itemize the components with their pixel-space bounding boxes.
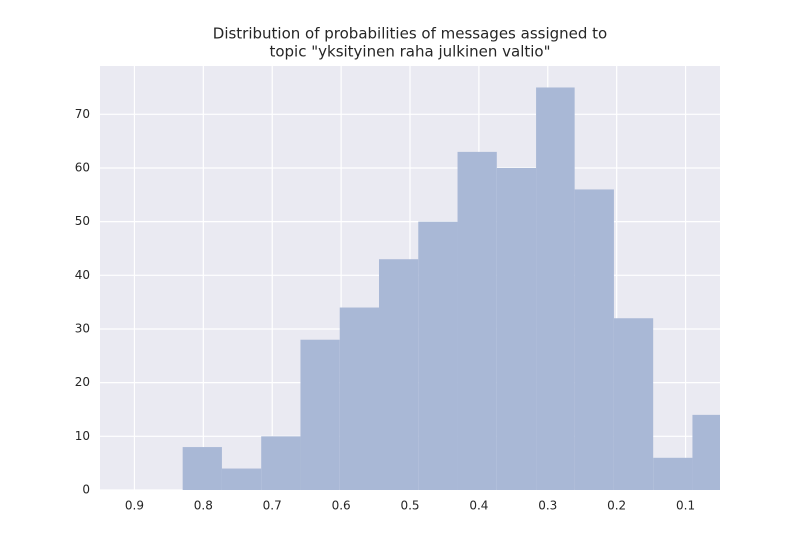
bar: [339, 307, 379, 490]
bar: [574, 189, 614, 490]
bar: [692, 414, 720, 490]
x-tick-label: 0.9: [125, 499, 144, 513]
bar: [457, 151, 497, 490]
x-tick-label: 0.2: [607, 499, 626, 513]
bar: [379, 259, 419, 490]
y-tick-label: 70: [75, 107, 90, 121]
y-tick-label: 40: [75, 268, 90, 282]
bar: [613, 318, 654, 490]
x-tick-label: 0.3: [538, 499, 557, 513]
y-tick-label: 20: [75, 375, 90, 389]
chart-title: Distribution of probabilities of message…: [213, 25, 607, 43]
x-tick-label: 0.6: [332, 499, 351, 513]
y-tick-label: 10: [75, 429, 90, 443]
chart-title: topic "yksityinen raha julkinen valtio": [269, 43, 550, 61]
x-tick-label: 0.4: [469, 499, 488, 513]
bar: [221, 468, 262, 490]
bar: [261, 436, 301, 490]
bar: [653, 457, 693, 490]
y-tick-label: 50: [75, 214, 90, 228]
x-tick-label: 0.8: [194, 499, 213, 513]
bar: [418, 221, 458, 490]
bar: [496, 167, 537, 490]
x-tick-label: 0.7: [263, 499, 282, 513]
x-tick-label: 0.1: [676, 499, 695, 513]
y-tick-label: 60: [75, 160, 90, 174]
y-tick-label: 0: [82, 483, 90, 497]
x-tick-label: 0.5: [400, 499, 419, 513]
y-tick-label: 30: [75, 321, 90, 335]
bar: [536, 87, 575, 490]
bar: [300, 339, 340, 490]
bar: [182, 447, 222, 490]
